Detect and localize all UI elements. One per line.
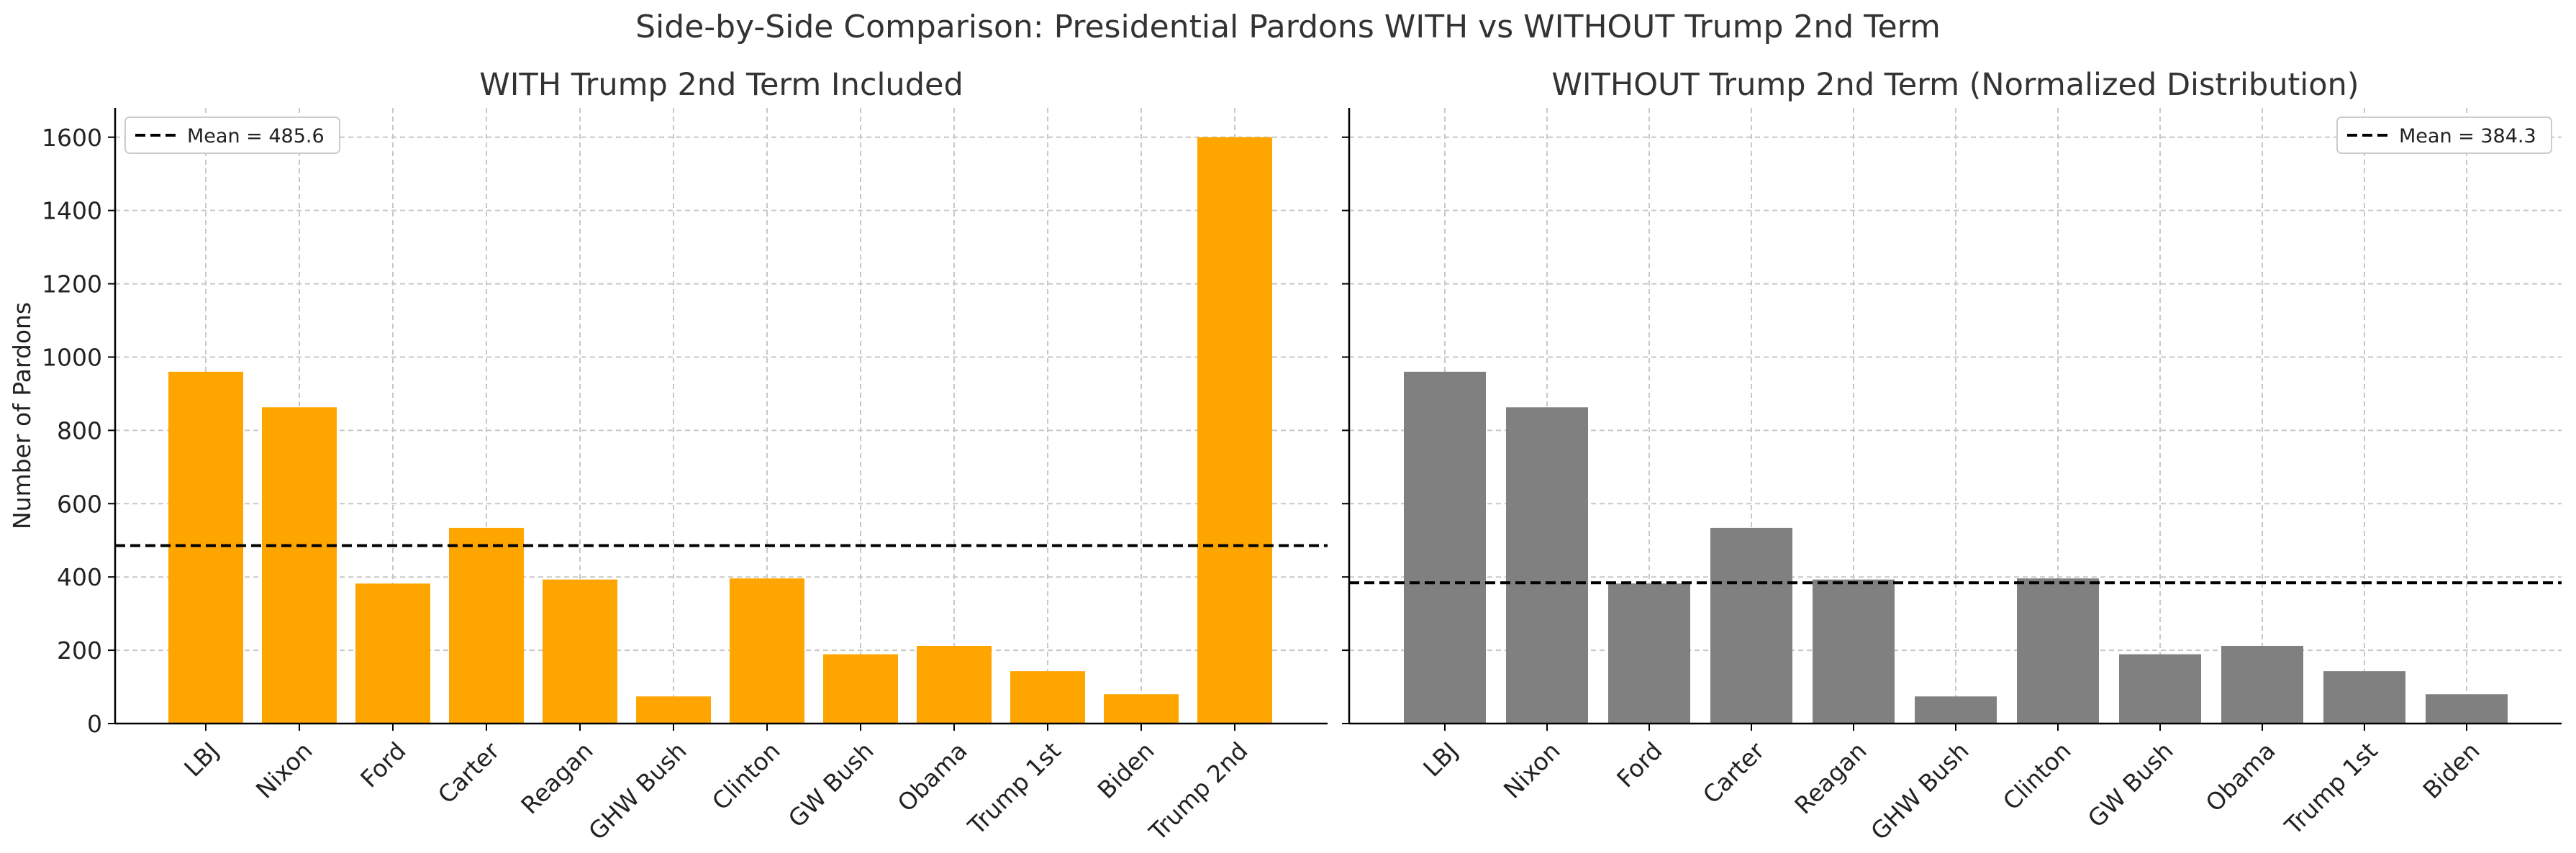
x-tick-label: Trump 2nd: [1143, 736, 1253, 847]
y-axis-label: Number of Pardons: [8, 302, 36, 529]
x-tick-label: Obama: [2200, 736, 2281, 817]
x-tick-label: Carter: [432, 736, 505, 809]
bar-with-trump-1st: [1010, 671, 1085, 724]
chart-panel-without: WITHOUT Trump 2nd Term (Normalized Distr…: [1342, 67, 2562, 846]
legend-box: [2336, 117, 2552, 154]
x-tick-label: GW Bush: [783, 736, 879, 833]
bar-with-reagan: [543, 579, 617, 724]
chart-title-without: WITHOUT Trump 2nd Term (Normalized Distr…: [1551, 67, 2359, 103]
bar-without-trump-1st: [2323, 671, 2405, 724]
legend-box: [124, 117, 340, 154]
legend-label: Mean = 384.3: [2399, 125, 2536, 147]
x-tick-label: Ford: [355, 736, 411, 793]
y-tick-label: 1400: [42, 197, 102, 225]
bar-with-ford: [355, 583, 430, 724]
bar-without-gw-bush: [2119, 654, 2201, 724]
bar-without-obama: [2221, 645, 2303, 724]
bar-without-lbj: [1404, 371, 1486, 724]
x-tick-label: GHW Bush: [1865, 736, 1974, 845]
bar-with-nixon: [262, 407, 337, 724]
bar-with-biden: [1104, 694, 1179, 724]
x-tick-label: Trump 1st: [962, 736, 1066, 841]
x-tick-label: Nixon: [250, 736, 318, 804]
chart-panel-with: WITH Trump 2nd Term Included 0 200 400 600 80…: [8, 67, 1328, 847]
x-tick-label: Obama: [892, 736, 973, 817]
bar-without-clinton: [2017, 578, 2099, 724]
bar-with-ghw-bush: [636, 696, 711, 724]
x-tick-label: GHW Bush: [583, 736, 691, 845]
y-tick-label: 400: [57, 563, 102, 591]
bar-without-biden: [2426, 694, 2508, 724]
chart-title-with: WITH Trump 2nd Term Included: [479, 67, 963, 103]
x-tick-label: Carter: [1697, 736, 1770, 809]
bar-without-carter: [1710, 527, 1792, 724]
x-tick-label: Biden: [2418, 736, 2485, 804]
y-tick-label: 200: [57, 637, 102, 665]
bar-with-clinton: [730, 578, 804, 724]
bar-without-ford: [1608, 583, 1690, 724]
y-tick-label: 1200: [42, 270, 102, 298]
x-tick-label: Clinton: [1997, 736, 2077, 816]
x-tick-label: Reagan: [515, 736, 598, 819]
x-tick-label: LBJ: [1418, 736, 1463, 782]
legend-with: Mean = 485.6: [124, 117, 340, 154]
x-tick-label: Ford: [1611, 736, 1667, 793]
x-tick-label: Clinton: [707, 736, 786, 816]
bar-with-carter: [449, 527, 524, 724]
y-tick-label: 1600: [42, 124, 102, 152]
x-tick-label: Nixon: [1498, 736, 1566, 804]
bar-with-lbj: [168, 371, 243, 724]
bar-with-obama: [917, 645, 992, 724]
legend-without: Mean = 384.3: [2336, 117, 2552, 154]
x-tick-label: Trump 1st: [2279, 736, 2383, 841]
y-tick-label: 1000: [42, 343, 102, 371]
y-tick-label: 600: [57, 490, 102, 518]
x-tick-label: Biden: [1092, 736, 1160, 804]
bar-without-ghw-bush: [1915, 696, 1997, 724]
bar-without-reagan: [1813, 579, 1895, 724]
figure-title: Side-by-Side Comparison: Presidential Pa…: [635, 9, 1941, 45]
x-tick-label: LBJ: [178, 736, 224, 782]
bar-with-trump-2nd: [1197, 137, 1272, 724]
bar-with-gw-bush: [823, 654, 898, 724]
y-tick-label: 800: [57, 416, 102, 444]
bar-without-nixon: [1506, 407, 1588, 724]
y-tick-label: 0: [87, 710, 102, 738]
legend-label: Mean = 485.6: [187, 125, 325, 147]
x-tick-label: Reagan: [1789, 736, 1872, 819]
x-tick-label: GW Bush: [2082, 736, 2179, 833]
